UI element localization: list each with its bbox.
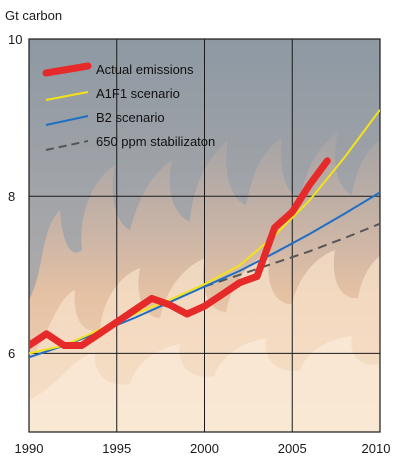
y-axis-ticks: 10 8 6 bbox=[8, 32, 22, 361]
y-axis-label: Gt carbon bbox=[5, 8, 62, 23]
plot-frame bbox=[28, 38, 381, 433]
legend-label-actual: Actual emissions bbox=[96, 62, 194, 77]
series-group bbox=[29, 109, 380, 359]
legend-label-a1f1: A1F1 scenario bbox=[96, 86, 180, 101]
legend-swatch-b2 bbox=[45, 115, 89, 126]
series-650ppm-line bbox=[204, 222, 380, 288]
y-tick-6: 6 bbox=[8, 346, 15, 361]
series-b2-line bbox=[29, 191, 380, 359]
y-tick-10: 10 bbox=[8, 32, 22, 47]
legend-swatch-actual bbox=[42, 62, 92, 77]
y-tick-8: 8 bbox=[8, 189, 15, 204]
legend: Actual emissions A1F1 scenario B2 scenar… bbox=[42, 62, 215, 151]
y-axis-title: Gt carbon bbox=[5, 8, 62, 23]
legend-label-650ppm: 650 ppm stabilizaton bbox=[96, 134, 215, 149]
gridlines bbox=[29, 39, 380, 432]
legend-swatch-a1f1 bbox=[45, 91, 89, 101]
x-tick-1990: 1990 bbox=[15, 441, 44, 456]
x-tick-2005: 2005 bbox=[278, 441, 307, 456]
legend-label-b2: B2 scenario bbox=[96, 110, 165, 125]
x-axis-ticks: 1990 1995 2000 2005 2010 bbox=[15, 441, 391, 456]
series-actual-emissions-line bbox=[29, 157, 331, 349]
x-tick-1995: 1995 bbox=[102, 441, 131, 456]
series-a1f1-line bbox=[29, 109, 380, 355]
x-tick-2000: 2000 bbox=[190, 441, 219, 456]
x-tick-2010: 2010 bbox=[362, 441, 391, 456]
legend-swatch-650ppm bbox=[45, 140, 89, 151]
